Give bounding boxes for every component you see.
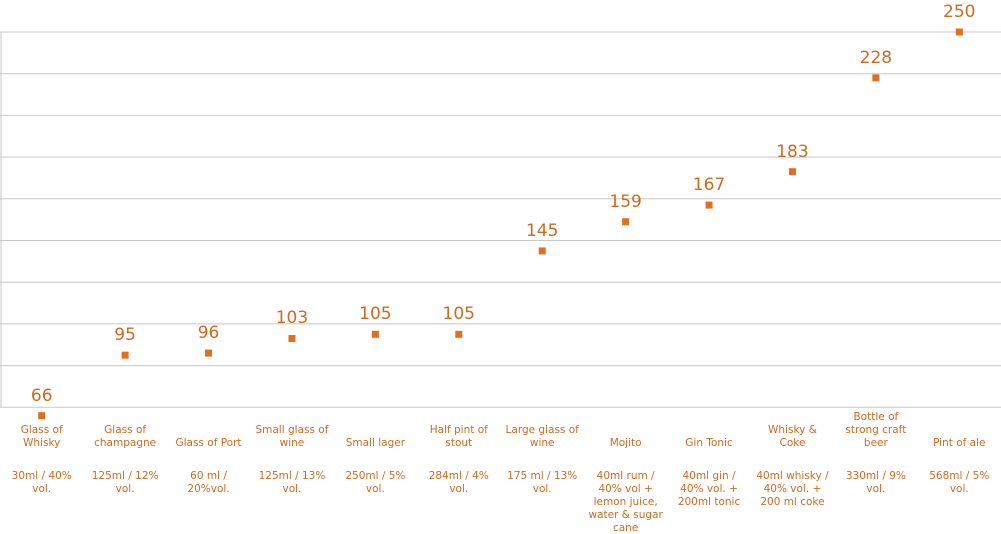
data-label: 250 (943, 2, 976, 22)
category-label: Half pint of stout (429, 424, 488, 449)
point (371, 330, 379, 338)
category-description: 30ml / 40% vol. (11, 470, 72, 495)
point (288, 334, 296, 342)
point (872, 74, 880, 82)
category-label: Glass of Whisky (20, 424, 63, 449)
category-description: 40ml whisky / 40% vol. + 200 ml coke (756, 470, 829, 508)
point (955, 28, 963, 36)
category-label: Whisky & Coke (768, 424, 817, 449)
data-label: 105 (442, 304, 475, 325)
category-label: Large glass of wine (505, 424, 579, 449)
category-description: 175 ml / 13% vol. (507, 470, 578, 495)
data-label: 145 (525, 220, 559, 241)
category-label: Glass of Port (175, 437, 242, 449)
point (538, 247, 546, 255)
point (455, 330, 463, 338)
point (205, 349, 213, 357)
category-label: Bottle of strong craft beer (845, 411, 907, 449)
category-label: Glass of champagne (94, 424, 157, 449)
data-label: 167 (692, 175, 726, 196)
category-description: 125ml / 12% vol. (91, 470, 159, 495)
category-label: Small lager (345, 437, 406, 449)
category-label: Small glass of wine (255, 424, 329, 449)
category-label: Gin Tonic (685, 437, 733, 449)
category-description: 250ml / 5% vol. (345, 470, 406, 495)
category-description: 40ml gin / 40% vol. + 200ml tonic (677, 470, 741, 508)
point (622, 218, 630, 226)
data-label: 183 (776, 141, 809, 162)
category-description: 60 ml / 20%vol. (187, 470, 230, 495)
data-label: 159 (609, 191, 642, 212)
data-label: 105 (359, 304, 392, 325)
point (705, 201, 713, 209)
category-description: 125ml / 13% vol. (258, 470, 326, 495)
category-label: Mojito (609, 437, 642, 449)
data-label: 103 (275, 308, 309, 329)
category-description: 40ml rum / 40% vol + lemon juice, water … (588, 470, 663, 534)
data-label: 95 (114, 325, 136, 346)
data-label: 66 (30, 385, 53, 406)
data-label: 228 (859, 47, 893, 68)
category-label: Pint of ale (933, 437, 986, 449)
category-description: 568ml / 5% vol. (929, 470, 990, 495)
data-label: 96 (197, 323, 220, 344)
category-description: 284ml / 4% vol. (428, 470, 489, 495)
point (38, 412, 46, 420)
point (121, 351, 129, 359)
point (788, 168, 796, 176)
category-description: 330ml / 9% vol. (845, 470, 906, 495)
